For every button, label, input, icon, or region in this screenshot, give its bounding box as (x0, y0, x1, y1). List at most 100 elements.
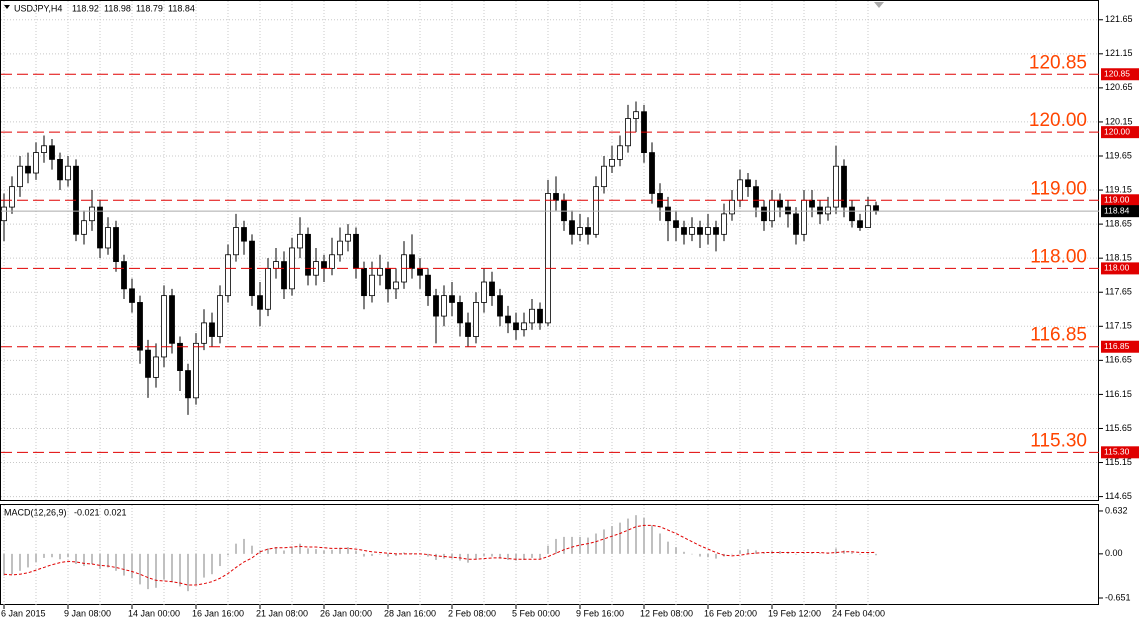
candle-body (105, 227, 111, 249)
candle-body (81, 220, 87, 235)
candle-body (273, 261, 279, 269)
candle-body (537, 308, 543, 324)
macd-bar (83, 553, 85, 567)
y-tick-label: 117.15 (1105, 321, 1132, 331)
macd-y-tick-label: 0.632 (1105, 505, 1128, 515)
ohlc-open: 118.92 (72, 3, 99, 13)
candle-body (49, 145, 55, 160)
candle-body (409, 254, 415, 269)
candle-body (521, 322, 527, 331)
candle-body (849, 206, 855, 222)
macd-bar (11, 553, 13, 575)
macd-bar (531, 553, 533, 558)
macd-bar (275, 547, 277, 554)
macd-bar (195, 553, 197, 585)
candle-body (609, 159, 615, 167)
macd-bar (539, 553, 541, 559)
candle-body (561, 199, 567, 222)
candle-body (769, 199, 775, 222)
macd-bar (715, 553, 717, 559)
candle-body (489, 281, 495, 297)
macd-bar (43, 553, 45, 558)
macd-bar (27, 553, 29, 568)
candle-body (265, 267, 271, 310)
macd-bar (235, 543, 237, 554)
y-tick-label: 114.65 (1105, 491, 1132, 501)
candle-body (697, 227, 703, 235)
candle-body (817, 206, 823, 215)
macd-bar (491, 553, 493, 557)
macd-bar (523, 553, 525, 560)
level-label: 120.00 (1029, 110, 1087, 131)
macd-bar (507, 553, 509, 560)
candle-body (593, 186, 599, 235)
macd-bar (203, 553, 205, 578)
macd-bar (459, 553, 461, 561)
y-tick-label: 121.65 (1105, 14, 1133, 24)
macd-bar (755, 550, 757, 554)
candle-body (65, 165, 71, 181)
x-tick-label: 16 Jan 16:00 (192, 608, 244, 618)
level-box-label: 120.85 (1104, 69, 1130, 79)
symbol: USDJPY,H4 (14, 3, 62, 13)
macd-bar (331, 549, 333, 554)
macd-bar (627, 518, 629, 554)
candle-body (689, 227, 695, 235)
macd-value: -0.021 (74, 507, 100, 517)
macd-pane (0, 504, 1099, 605)
macd-bar (819, 553, 821, 554)
candle-body (337, 240, 343, 256)
macd-bar (379, 553, 381, 555)
macd-bar (795, 553, 797, 555)
macd-bar (123, 553, 125, 576)
candle-body (377, 267, 383, 276)
macd-bar (35, 553, 37, 562)
macd-bar (323, 550, 325, 554)
candle-body (17, 165, 23, 188)
level-label: 119.00 (1030, 178, 1087, 199)
candle-body (585, 227, 591, 235)
candle-body (433, 295, 439, 317)
level-box (1101, 126, 1139, 139)
macd-bar (395, 553, 397, 556)
macd-bar (667, 541, 669, 554)
candle-body (753, 186, 759, 208)
candle-body (465, 322, 471, 337)
candle-body (577, 227, 583, 235)
candle-body (785, 206, 791, 215)
macd-bar (163, 553, 165, 580)
candle-body (673, 220, 679, 228)
menu-arrow (4, 5, 10, 9)
macd-bar (251, 545, 253, 554)
candle-body (833, 165, 839, 208)
macd-bar (387, 553, 389, 557)
candle-body (161, 295, 167, 358)
macd-bar (59, 553, 61, 560)
macd-bar (643, 517, 645, 554)
candle-body (153, 356, 159, 378)
x-tick-label: 21 Jan 08:00 (256, 608, 308, 618)
candle-body (529, 308, 535, 324)
macd-bar (467, 553, 469, 563)
macd-bar (483, 553, 485, 556)
macd-bar (851, 552, 853, 554)
candle-body (385, 267, 391, 290)
macd-bar (227, 553, 229, 556)
macd-bar (427, 553, 429, 557)
macd-bar (307, 548, 309, 554)
macd-bar (283, 550, 285, 554)
macd-bar (451, 553, 453, 559)
candle-body (721, 213, 727, 235)
level-box (1101, 340, 1139, 353)
candle-body (825, 206, 831, 215)
macd-bar (403, 552, 405, 554)
candle-body (225, 254, 231, 297)
macd-bar (3, 553, 5, 576)
candle-body (353, 233, 359, 269)
candle-body (545, 193, 551, 324)
candle-body (857, 220, 863, 228)
macd-bar (875, 553, 877, 556)
macd-y-tick-label: -0.651 (1105, 592, 1131, 602)
macd-bar (699, 553, 701, 557)
candle-body (777, 199, 783, 208)
